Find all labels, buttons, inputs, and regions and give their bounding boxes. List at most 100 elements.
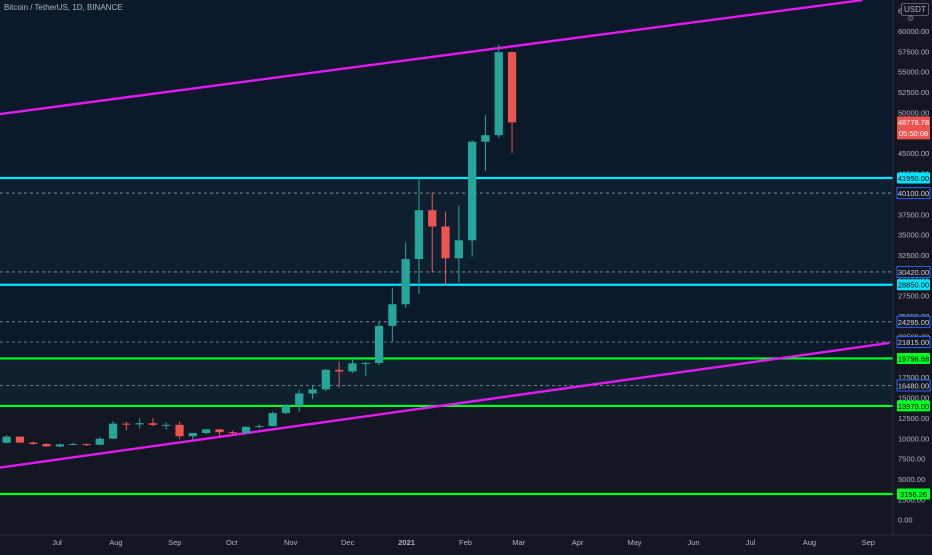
candle-body xyxy=(388,304,397,326)
price-tick-label: 12500.00 xyxy=(898,414,929,423)
candle-body xyxy=(401,259,410,305)
candle-body xyxy=(507,52,517,123)
countdown-label: 05:50:08 xyxy=(899,129,928,138)
time-tick-label: Jun xyxy=(687,538,699,547)
candle-body xyxy=(374,325,384,363)
level-label: 28850.00 xyxy=(898,281,929,290)
price-tick-label: 27500.00 xyxy=(898,292,929,301)
level-labels: 41950.00 40100.00 30420.00 28850.00 24295.00… xyxy=(896,116,931,500)
price-tick-label: 35000.00 xyxy=(898,231,929,240)
candle-body xyxy=(441,226,450,259)
trendline xyxy=(0,0,863,116)
candle-body xyxy=(108,423,118,439)
time-tick-label: Sep xyxy=(862,538,875,547)
current-price-bg xyxy=(897,116,930,140)
candle-body xyxy=(15,436,25,443)
level-label: 16480.00 xyxy=(898,381,929,390)
time-axis[interactable]: Jul Aug Sep Oct Nov Dec 2021 Feb Mar Apr May Jun Jul… xyxy=(0,534,932,550)
candle-body xyxy=(162,424,171,426)
candle-body xyxy=(468,141,477,241)
time-tick-label: Mar xyxy=(512,538,525,547)
price-tick-label: 17500.00 xyxy=(898,373,929,382)
trendlines xyxy=(0,0,890,469)
level-label: 41950.00 xyxy=(898,174,929,183)
candle-body xyxy=(241,426,251,433)
price-tick-label: 5000.00 xyxy=(898,475,925,484)
candle-body xyxy=(188,432,197,437)
candle-body xyxy=(308,389,317,394)
chart-title: Bitcoin / TetherUS, 1D, BINANCE xyxy=(4,3,123,12)
price-tick-label: 50000.00 xyxy=(898,108,929,117)
level-label-bg xyxy=(897,352,930,364)
level-label: 30420.00 xyxy=(898,268,929,277)
price-tick-label: 55000.00 xyxy=(898,68,929,77)
level-label: 24295.00 xyxy=(898,318,929,327)
time-tick-label: 2021 xyxy=(398,538,415,547)
candle-body xyxy=(215,429,224,433)
candle-body xyxy=(255,426,264,428)
candle-body xyxy=(321,369,330,390)
time-tick-label: Sep xyxy=(168,538,181,547)
current-price-label: 48778.78 xyxy=(898,118,929,127)
level-label: 13970.00 xyxy=(898,402,929,411)
candle-body xyxy=(268,413,277,427)
level-label-bg xyxy=(896,315,931,328)
candle-body xyxy=(454,240,463,259)
price-tick-label: 15000.00 xyxy=(898,394,929,403)
price-tick-label: 2500.00 xyxy=(898,495,925,504)
candle-body xyxy=(29,442,38,444)
currency-badge[interactable]: USDT xyxy=(901,3,929,16)
time-tick-label: Apr xyxy=(572,538,584,547)
price-tick-label: 60000.00 xyxy=(898,27,929,36)
level-label: 19798.68 xyxy=(898,354,929,363)
level-label: 21815.00 xyxy=(898,338,929,347)
level-label-bg xyxy=(897,279,930,291)
candle-body xyxy=(481,135,490,142)
level-label-bg xyxy=(896,187,931,200)
level-label-bg xyxy=(897,172,930,184)
price-tick-label: 52500.00 xyxy=(898,88,929,97)
candles xyxy=(2,44,517,448)
gear-icon[interactable]: ⚙ xyxy=(907,14,915,23)
candle-body xyxy=(494,52,503,136)
candle-body xyxy=(414,210,424,260)
candle-body xyxy=(295,393,304,406)
trendline xyxy=(0,341,890,469)
price-tick-label: 10000.00 xyxy=(898,434,929,443)
time-tick-label: May xyxy=(628,538,642,547)
time-tick-label: Aug xyxy=(109,538,122,547)
price-tick-label: 37500.00 xyxy=(898,210,929,219)
time-tick-label: Oct xyxy=(226,538,239,547)
level-label: 3156.26 xyxy=(900,490,927,499)
candle-body xyxy=(175,424,184,437)
candle-body xyxy=(361,362,370,364)
candle-body xyxy=(95,438,104,445)
candle-body xyxy=(228,432,237,434)
level-label-bg xyxy=(896,265,931,278)
candle-body xyxy=(2,436,11,443)
candle-body xyxy=(55,444,64,447)
price-tick-label: 0.00 xyxy=(898,516,913,525)
price-tick-label: 57500.00 xyxy=(898,47,929,56)
price-tick-label: 7500.00 xyxy=(898,455,925,464)
time-tick-label: Feb xyxy=(459,538,472,547)
candle-body xyxy=(135,423,144,425)
candle-body xyxy=(202,429,211,433)
horizontal-levels xyxy=(0,176,893,496)
level-label-bg xyxy=(896,379,931,392)
time-axis-background xyxy=(0,535,932,550)
candle-body xyxy=(281,405,291,414)
level-label-bg xyxy=(897,488,930,500)
level-label-bg xyxy=(896,336,931,349)
price-tick-label: 45000.00 xyxy=(898,149,929,158)
level-label-bg xyxy=(897,400,930,412)
background-bands xyxy=(0,177,893,406)
time-tick-label: Jul xyxy=(52,538,62,547)
time-tick-label: Nov xyxy=(284,538,298,547)
candle-body xyxy=(428,210,437,227)
candle-body xyxy=(82,443,91,445)
candle-body xyxy=(42,443,51,447)
candle-body xyxy=(335,369,344,372)
